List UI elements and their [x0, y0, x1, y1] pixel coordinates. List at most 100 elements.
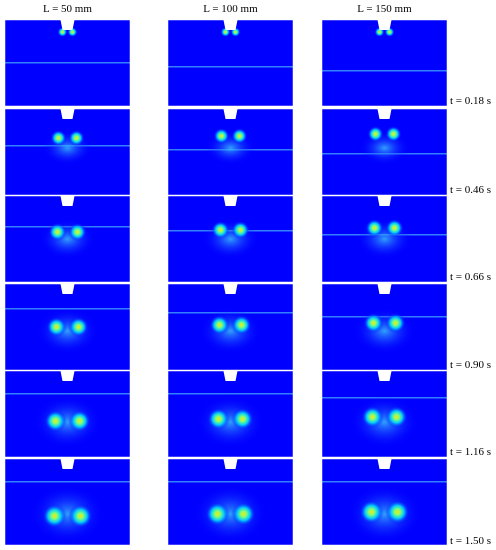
nozzle — [223, 196, 238, 206]
nozzle — [60, 20, 75, 30]
panel-border — [321, 458, 448, 546]
vortex — [213, 128, 230, 144]
simulation-panel — [167, 283, 294, 371]
nozzle — [60, 284, 75, 294]
vortex — [385, 500, 410, 524]
column-header: L = 150 mm — [357, 3, 412, 15]
vortex — [68, 130, 85, 146]
nozzle — [60, 371, 75, 381]
simulation-panel — [4, 283, 131, 371]
panel-border — [4, 195, 131, 283]
vortex — [44, 410, 67, 432]
vortex — [231, 502, 256, 526]
plume — [33, 396, 102, 448]
vortex — [361, 406, 384, 428]
interface-line — [5, 62, 130, 64]
interface-line — [168, 481, 293, 483]
plume — [36, 308, 99, 354]
vortex — [363, 313, 384, 333]
panel-border — [321, 370, 448, 458]
vortex — [207, 408, 230, 430]
plume — [42, 131, 93, 165]
plume — [347, 485, 422, 543]
panel-border — [321, 108, 448, 196]
vortex — [211, 221, 230, 239]
nozzle — [377, 371, 392, 381]
row-label: t = 1.16 s — [450, 446, 491, 458]
vortex — [231, 128, 248, 144]
simulation-panel — [167, 19, 294, 107]
simulation-panel — [321, 108, 448, 196]
vortex — [385, 406, 408, 428]
simulation-panel — [4, 195, 131, 283]
vortex — [231, 221, 250, 239]
column-header: L = 100 mm — [203, 3, 258, 15]
interface-line — [322, 70, 447, 72]
panel-border — [167, 458, 294, 546]
vortex — [46, 317, 67, 337]
panel-border — [4, 458, 131, 546]
simulation-panel — [167, 195, 294, 283]
plume — [205, 131, 256, 165]
plume — [30, 485, 105, 543]
panel-border — [321, 195, 448, 283]
panel-border — [4, 19, 131, 107]
vortex — [209, 315, 230, 335]
nozzle — [377, 20, 392, 30]
panel-border — [167, 19, 294, 107]
simulation-panel — [321, 195, 448, 283]
nozzle — [60, 196, 75, 206]
nozzle — [377, 196, 392, 206]
vortex — [68, 504, 93, 528]
panel-border — [167, 370, 294, 458]
plume — [39, 219, 96, 259]
vortex — [231, 315, 252, 335]
row-label: t = 1.50 s — [450, 535, 491, 547]
column-header: L = 50 mm — [43, 3, 92, 15]
row-label: t = 0.46 s — [450, 184, 491, 196]
plume — [196, 396, 265, 448]
nozzle — [223, 109, 238, 119]
simulation-panel — [167, 108, 294, 196]
simulation-panel — [321, 458, 448, 546]
row-label: t = 0.66 s — [450, 271, 491, 283]
interface-line — [5, 481, 130, 483]
interface-line — [5, 393, 130, 395]
row-label: t = 0.18 s — [450, 95, 491, 107]
nozzle — [223, 20, 238, 30]
nozzle — [377, 284, 392, 294]
panel-border — [4, 283, 131, 371]
simulation-panel — [4, 19, 131, 107]
vortex — [231, 408, 254, 430]
plume — [199, 308, 262, 354]
nozzle — [223, 371, 238, 381]
vortex — [359, 500, 384, 524]
nozzle — [60, 109, 75, 119]
plume — [359, 131, 410, 165]
vortex — [42, 504, 67, 528]
vortex — [68, 410, 91, 432]
panel-border — [4, 370, 131, 458]
vortex — [50, 130, 67, 146]
simulation-panel — [321, 19, 448, 107]
simulation-panel — [321, 283, 448, 371]
vortex — [385, 313, 406, 333]
panel-border — [167, 283, 294, 371]
panel-border — [321, 19, 448, 107]
nozzle — [377, 459, 392, 469]
simulation-panel — [4, 108, 131, 196]
vortex — [48, 223, 67, 241]
plume — [350, 396, 419, 448]
panel-background — [168, 20, 293, 106]
panel-border — [4, 108, 131, 196]
interface-line — [168, 66, 293, 68]
vortex — [385, 126, 402, 142]
plume — [202, 219, 259, 259]
vortex — [365, 219, 384, 237]
vortex — [68, 317, 89, 337]
nozzle — [223, 284, 238, 294]
nozzle — [60, 459, 75, 469]
vortex — [367, 126, 384, 142]
row-label: t = 0.90 s — [450, 359, 491, 371]
